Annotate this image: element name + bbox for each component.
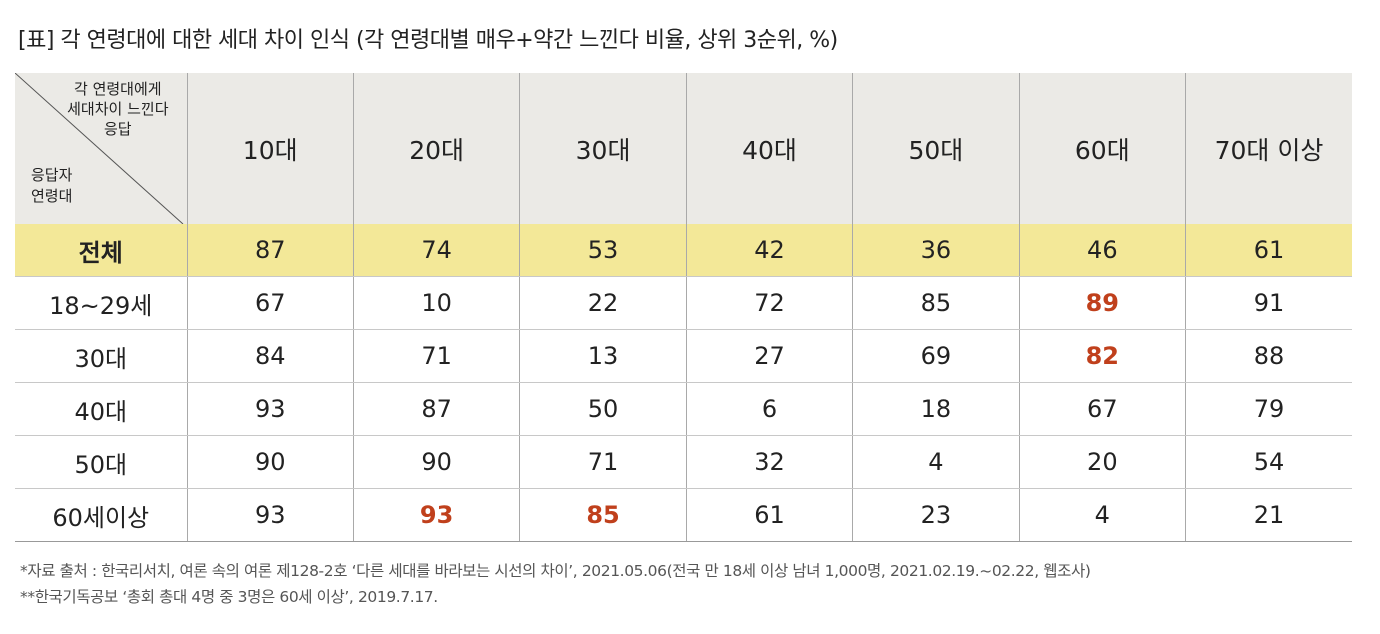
column-header: 70대 이상 [1185, 73, 1352, 224]
row-label: 18~29세 [15, 276, 187, 330]
table-cell: 53 [519, 224, 687, 277]
row-label: 30대 [15, 329, 187, 383]
table-cell: 87 [186, 224, 354, 277]
corner-bottom-line: 응답자 [31, 166, 73, 184]
table-cell: 4 [852, 435, 1020, 489]
table-cell: 32 [685, 435, 853, 489]
source-note: **한국기독공보 ‘총회 총대 4명 중 3명은 60세 이상’, 2019.7… [20, 588, 438, 606]
table-row: 18~29세 67 10 22 72 85 89 91 [15, 276, 1352, 330]
highlighted-cell: 89 [1018, 276, 1186, 330]
table-cell: 88 [1185, 329, 1352, 383]
table-cell: 93 [186, 382, 354, 436]
table-cell: 23 [852, 488, 1020, 542]
column-header: 20대 [352, 73, 520, 224]
corner-top-line: 응답 [104, 120, 132, 138]
highlighted-cell: 93 [352, 488, 520, 542]
row-label: 50대 [15, 435, 187, 489]
column-header: 50대 [852, 73, 1020, 224]
highlighted-cell: 82 [1018, 329, 1186, 383]
table-cell: 93 [186, 488, 354, 542]
table-cell: 71 [519, 435, 687, 489]
table-cell: 54 [1185, 435, 1352, 489]
table-cell: 61 [1185, 224, 1352, 277]
generation-gap-table: 각 연령대에게 세대차이 느낀다 응답 응답자 연령대 10대 20대 30대 40대 50대… [15, 73, 1352, 542]
table-title: [표] 각 연령대에 대한 세대 차이 인식 (각 연령대별 매우+약간 느낀다… [18, 28, 838, 53]
table-cell: 6 [685, 382, 853, 436]
footnotes: *자료 출처 : 한국리서치, 여론 속의 여론 제128-2호 ‘다른 세대를… [20, 558, 1091, 610]
table-cell: 90 [186, 435, 354, 489]
table-cell: 27 [685, 329, 853, 383]
table-cell: 91 [1185, 276, 1352, 330]
table-cell: 87 [352, 382, 520, 436]
table-row: 50대 90 90 71 32 4 20 54 [15, 435, 1352, 489]
table-cell: 84 [186, 329, 354, 383]
diagonal-divider [15, 73, 184, 224]
table-cell: 69 [852, 329, 1020, 383]
table-cell: 61 [685, 488, 853, 542]
highlighted-cell: 85 [519, 488, 687, 542]
row-label: 60세이상 [15, 488, 187, 542]
table-cell: 42 [685, 224, 853, 277]
table-cell: 71 [352, 329, 520, 383]
source-note: *자료 출처 : 한국리서치, 여론 속의 여론 제128-2호 ‘다른 세대를… [20, 562, 1091, 580]
column-header: 40대 [685, 73, 853, 224]
table-cell: 72 [685, 276, 853, 330]
table-row: 60세이상 93 93 85 61 23 4 21 [15, 488, 1352, 542]
column-header: 10대 [186, 73, 354, 224]
table-row: 30대 84 71 13 27 69 82 88 [15, 329, 1352, 383]
row-label: 전체 [15, 224, 187, 277]
table-cell: 79 [1185, 382, 1352, 436]
table-cell: 13 [519, 329, 687, 383]
table-cell: 22 [519, 276, 687, 330]
column-header: 60대 [1018, 73, 1186, 224]
row-label: 40대 [15, 382, 187, 436]
total-row: 전체 87 74 53 42 36 46 61 [15, 224, 1352, 277]
table-cell: 85 [852, 276, 1020, 330]
corner-top-line: 각 연령대에게 [74, 80, 162, 98]
table-cell: 20 [1018, 435, 1186, 489]
table-cell: 67 [186, 276, 354, 330]
corner-top-line: 세대차이 느낀다 [67, 100, 169, 118]
table-cell: 21 [1185, 488, 1352, 542]
table-cell: 50 [519, 382, 687, 436]
table-cell: 10 [352, 276, 520, 330]
table-cell: 46 [1018, 224, 1186, 277]
table-row: 40대 93 87 50 6 18 67 79 [15, 382, 1352, 436]
table-cell: 67 [1018, 382, 1186, 436]
table-cell: 36 [852, 224, 1020, 277]
column-header: 30대 [519, 73, 687, 224]
corner-bottom-line: 연령대 [31, 187, 73, 205]
table-cell: 74 [352, 224, 520, 277]
table-cell: 90 [352, 435, 520, 489]
table-cell: 18 [852, 382, 1020, 436]
table-cell: 4 [1018, 488, 1186, 542]
